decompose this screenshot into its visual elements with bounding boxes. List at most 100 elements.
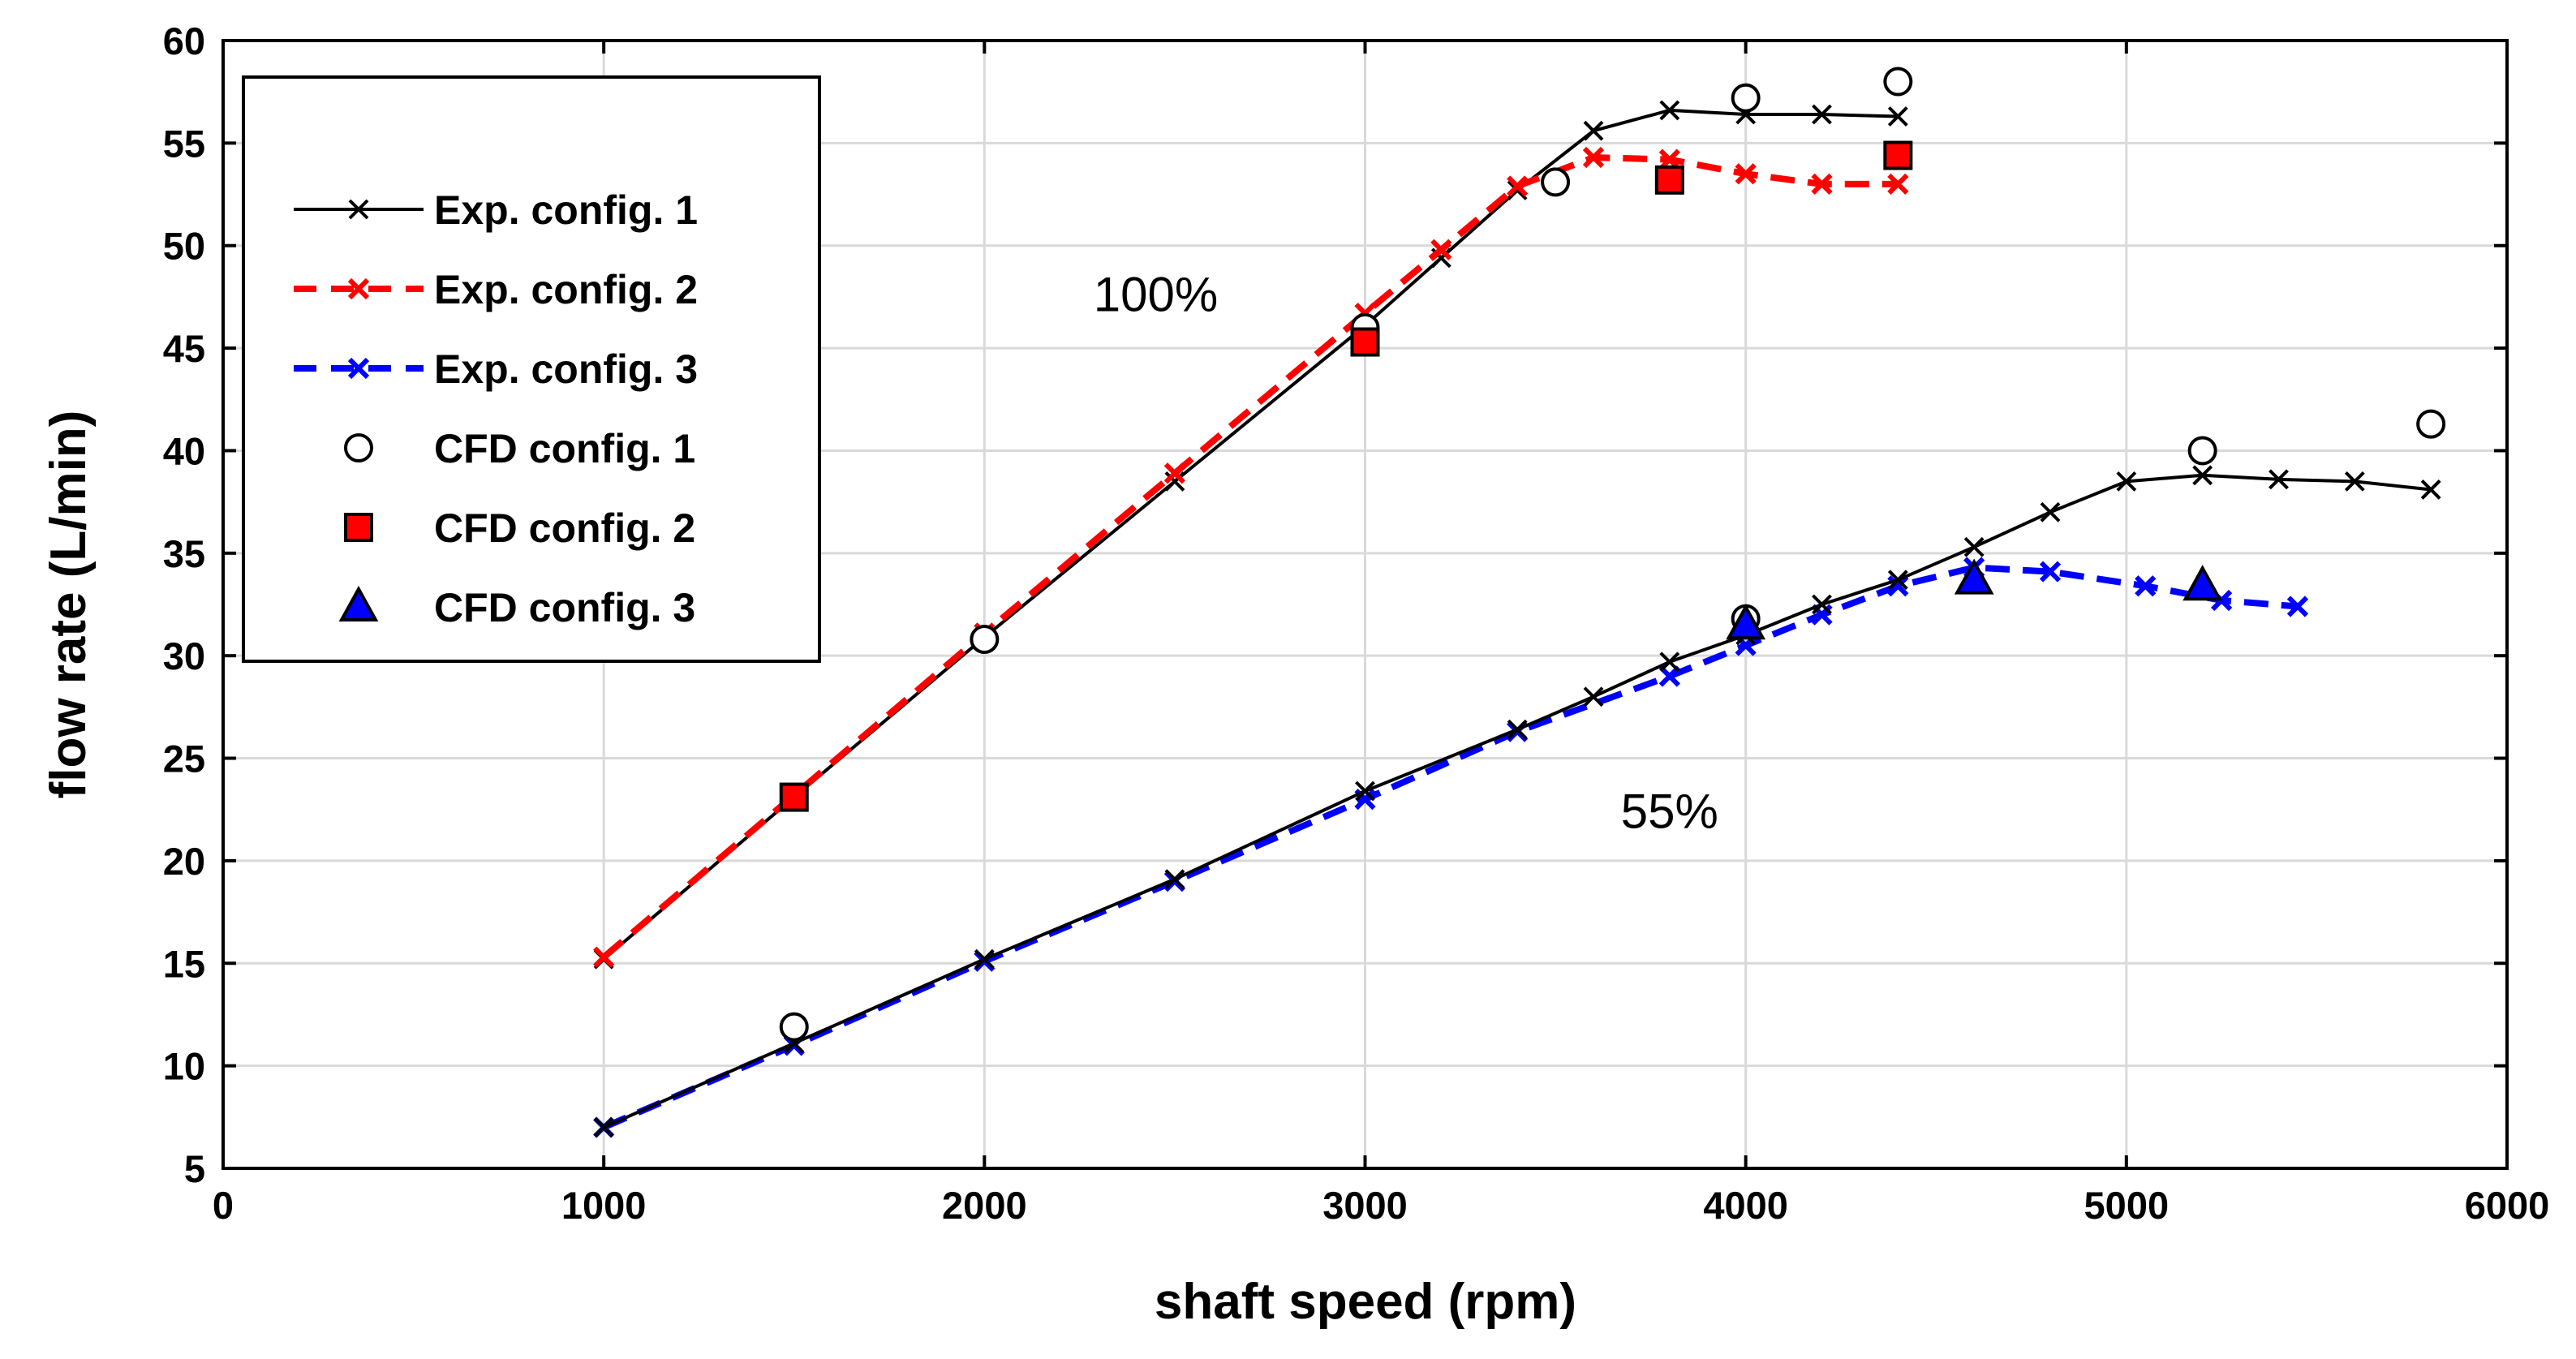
data-point-cfd-config-1 (1541, 167, 1571, 197)
y-tick-label: 55 (163, 122, 205, 165)
y-tick-label: 30 (163, 634, 205, 677)
data-point-exp-config-1 (2040, 501, 2061, 523)
x-tick-label: 5000 (2084, 1184, 2170, 1227)
legend-label-exp-config-2: Exp. config. 2 (434, 267, 698, 312)
data-point-cfd-config-1 (2187, 436, 2217, 466)
marker-stroke (593, 946, 615, 968)
data-point-cfd-config-2 (1883, 140, 1913, 170)
x-tick-label: 0 (213, 1184, 234, 1227)
marker-stroke (1354, 788, 1376, 811)
x-tick-label: 6000 (2465, 1184, 2550, 1227)
marker-stroke (1659, 100, 1680, 121)
data-point-exp-config-3 (1658, 665, 1680, 687)
marker-stroke (1355, 781, 1375, 802)
marker-stroke (347, 277, 370, 300)
marker-stroke (1811, 173, 1833, 196)
marker-stroke (1887, 575, 1909, 597)
data-point-cfd-config-1 (2416, 409, 2446, 439)
data-point-exp-config-2 (1887, 173, 1909, 196)
legend-marker (344, 513, 373, 542)
y-tick-label: 25 (163, 738, 205, 781)
legend-symbols (294, 199, 424, 621)
data-point-exp-config-2 (1735, 163, 1757, 185)
series-line-exp-config-2 (601, 154, 1899, 960)
marker-stroke (2039, 561, 2062, 583)
marker-shape (1883, 67, 1913, 97)
data-point-exp-config-3 (2135, 575, 2157, 597)
data-point-exp-config-1 (974, 948, 995, 970)
y-tick-label: 40 (163, 429, 205, 472)
marker-stroke (1163, 462, 1186, 484)
marker-stroke (974, 948, 995, 970)
marker-shape (1654, 165, 1684, 195)
data-point-exp-config-1 (2192, 465, 2213, 486)
axis-ticks: 0 1000 2000 3000 4000 5000 6000 5 10 15 20 25 30 35 40… (163, 19, 2550, 1227)
y-tick-label: 45 (163, 327, 205, 370)
x-tick-label: 3000 (1322, 1184, 1408, 1227)
marker-stroke (1735, 163, 1757, 185)
series-exp-config-3 (593, 557, 2309, 1138)
x-tick-label: 1000 (561, 1184, 647, 1227)
marker-stroke (1658, 665, 1680, 687)
data-point-cfd-config-1 (970, 624, 1000, 654)
data-point-cfd-config-3 (1954, 558, 1994, 595)
marker-shape (1731, 83, 1761, 113)
data-point-exp-config-1 (1659, 652, 1680, 673)
legend-marker (344, 433, 373, 462)
data-point-cfd-config-1 (779, 1012, 809, 1042)
y-tick-label: 60 (163, 19, 205, 62)
marker-stroke (1887, 173, 1909, 196)
marker-shape (1350, 327, 1380, 357)
series-cfd-config-3 (1726, 558, 2223, 640)
marker-stroke (347, 357, 370, 380)
marker-stroke (1507, 175, 1529, 197)
data-point-cfd-config-3 (2183, 565, 2223, 601)
data-point-exp-config-2 (593, 946, 615, 968)
data-point-exp-config-3 (2039, 561, 2062, 583)
data-point-exp-config-1 (593, 1117, 614, 1138)
marker-stroke (1164, 471, 1185, 492)
y-tick-label: 15 (163, 942, 205, 985)
legend-symbol-exp-config-3 (294, 357, 424, 380)
series-line-exp-config-1 (603, 473, 2432, 1129)
series-line-exp-config-3 (602, 564, 2299, 1131)
marker-stroke (1507, 719, 1528, 740)
data-point-cfd-config-2 (779, 782, 809, 812)
marker-shape (970, 624, 1000, 654)
legend-label-exp-config-1: Exp. config. 1 (434, 187, 698, 233)
marker-stroke (1887, 106, 1908, 127)
y-axis-title: flow rate (L/min) (41, 411, 97, 799)
marker-stroke (1583, 686, 1604, 707)
data-point-exp-config-2 (1582, 146, 1605, 169)
marker-stroke (1812, 104, 1832, 125)
marker-shape (1883, 140, 1913, 170)
data-point-cfd-config-1 (1731, 83, 1761, 113)
data-point-exp-config-2 (1163, 462, 1186, 484)
series-cfd-config-2 (779, 140, 1913, 812)
marker-shape (344, 433, 373, 462)
marker-stroke (1430, 247, 1451, 269)
y-tick-label: 5 (184, 1147, 205, 1190)
y-tick-label: 20 (163, 840, 205, 883)
marker-stroke (1812, 594, 1832, 615)
marker-stroke (1430, 239, 1452, 260)
annotation-55-percent: 55% (1621, 784, 1718, 838)
data-point-exp-config-1 (1659, 100, 1680, 121)
marker-stroke (2192, 465, 2213, 486)
marker-stroke (2135, 575, 2157, 597)
legend-marker (348, 199, 369, 220)
data-point-exp-config-3 (1887, 575, 1909, 597)
marker-shape (779, 782, 809, 812)
data-point-exp-config-1 (1164, 471, 1185, 492)
legend-label-exp-config-3: Exp. config. 3 (434, 346, 698, 392)
annotation-100-percent: 100% (1094, 268, 1218, 322)
x-tick-label: 2000 (942, 1184, 1027, 1227)
legend-label-cfd-config-1: CFD config. 1 (434, 426, 695, 471)
marker-shape (1954, 558, 1994, 595)
data-point-cfd-config-3 (1726, 604, 1766, 640)
marker-stroke (2286, 596, 2309, 617)
data-point-exp-config-1 (1887, 106, 1908, 127)
marker-shape (2187, 436, 2217, 466)
legend-label-cfd-config-2: CFD config. 2 (434, 505, 695, 551)
marker-stroke (593, 1117, 614, 1138)
